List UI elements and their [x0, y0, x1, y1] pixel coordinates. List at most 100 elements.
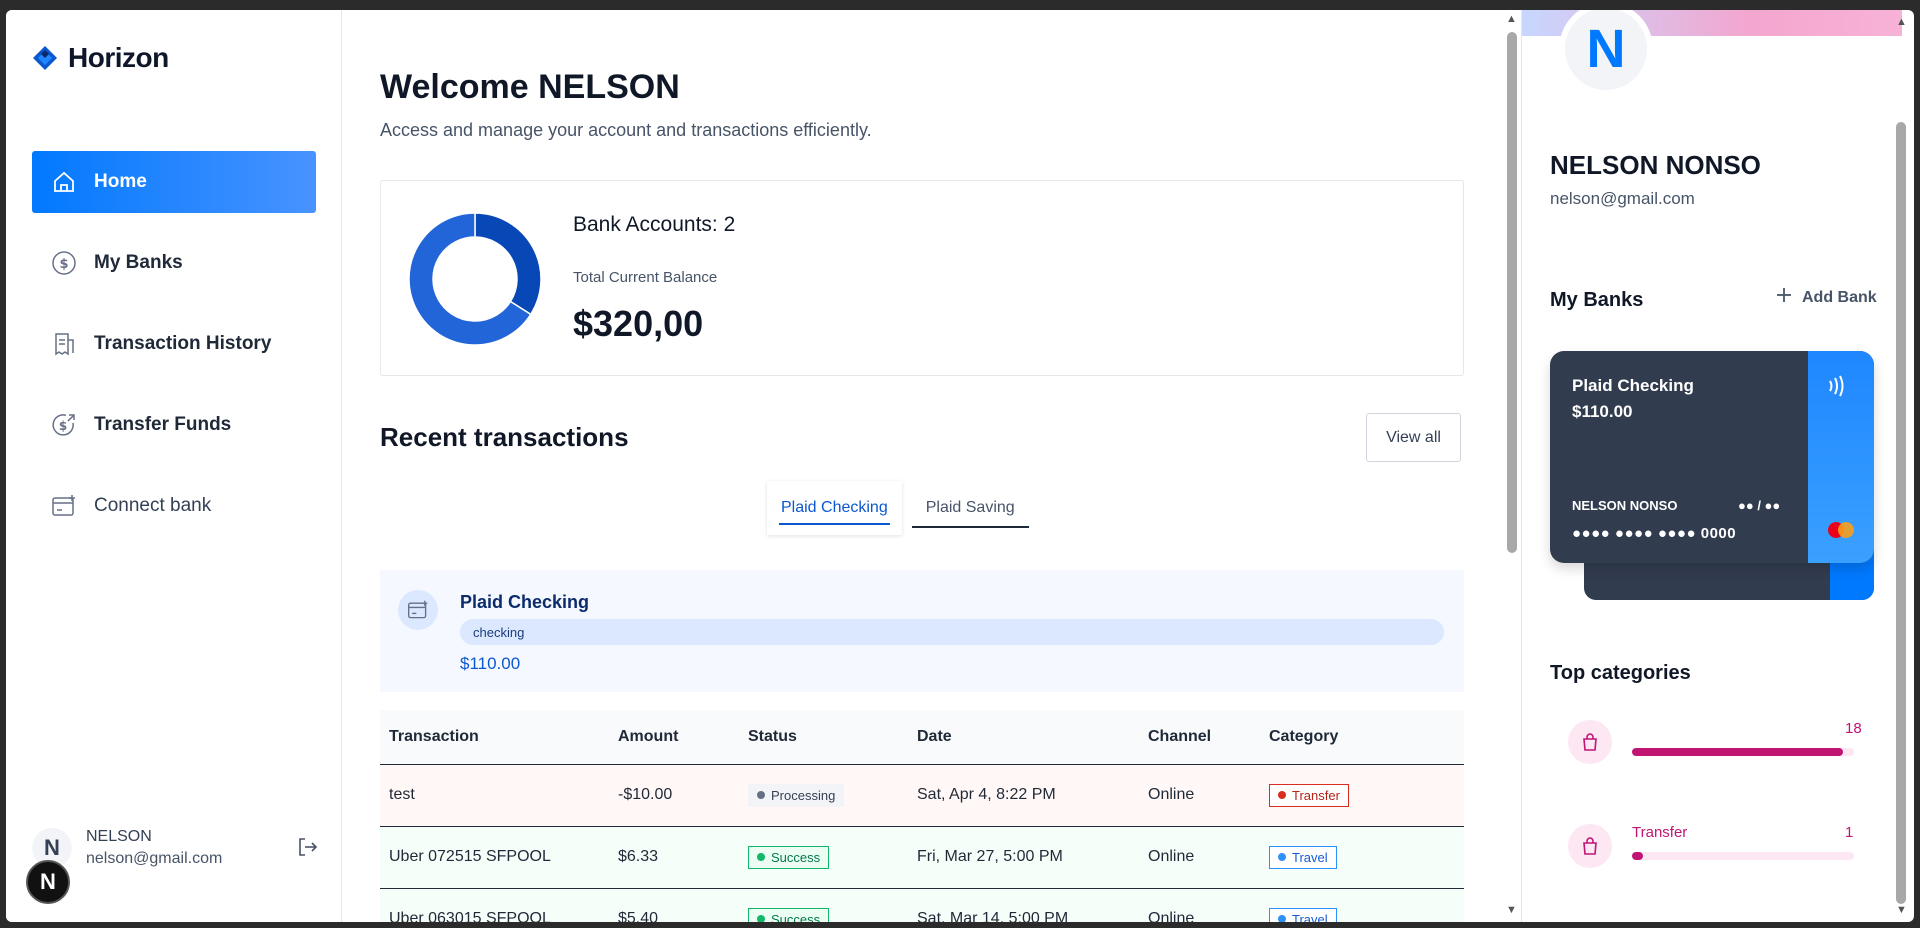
connect-bank-icon	[50, 492, 78, 520]
logo[interactable]: Horizon	[32, 42, 169, 74]
profile-name: NELSON NONSO	[1550, 150, 1761, 180]
total-balance-box: Bank Accounts: 2 Total Current Balance $…	[380, 180, 1464, 376]
scroll-up-arrow-icon[interactable]: ▲	[1506, 13, 1517, 25]
recent-transactions-title: Recent transactions	[380, 422, 629, 452]
category-label: Travel	[1292, 849, 1328, 865]
bank-accounts-count: Bank Accounts: 2	[573, 213, 736, 236]
category-dot-icon	[1278, 791, 1286, 799]
status-badge: Processing	[748, 783, 845, 807]
status-label: Success	[771, 911, 821, 923]
bank-account-balance: $110.00	[460, 654, 521, 673]
sidebar-item-label: Home	[94, 171, 147, 192]
receipt-icon	[50, 330, 78, 358]
transaction-channel: Online	[1139, 888, 1260, 922]
status-label: Processing	[771, 787, 836, 803]
right-scrollbar[interactable]	[1896, 122, 1906, 904]
sidebar-item-home[interactable]: Home	[32, 151, 316, 213]
user-email: nelson@gmail.com	[86, 850, 223, 867]
mastercard-icon	[1828, 522, 1854, 538]
transaction-channel: Online	[1139, 826, 1260, 889]
profile-avatar: N	[1559, 10, 1653, 96]
transactions-table: Transaction Amount Status Date Channel C…	[380, 710, 1464, 922]
status-badge: Success	[748, 907, 830, 923]
contactless-icon	[1829, 375, 1844, 397]
shopping-bag-icon	[1568, 824, 1612, 868]
sidebar-item-label: My Banks	[94, 252, 183, 273]
category-progress-fill	[1632, 852, 1644, 860]
sidebar-item-connect-bank[interactable]: Connect bank	[32, 475, 316, 537]
sidebar-item-my-banks[interactable]: $ My Banks	[32, 232, 316, 294]
add-bank-button[interactable]: Add Bank	[1776, 287, 1877, 308]
card-bank-name: Plaid Checking	[1572, 376, 1694, 395]
table-row[interactable]: test -$10.00 Processing Sat, Apr 4, 8:22…	[380, 764, 1464, 827]
tab-plaid-saving[interactable]: Plaid Saving	[911, 481, 1029, 535]
tab-plaid-checking[interactable]: Plaid Checking	[767, 481, 902, 535]
column-header: Category	[1260, 710, 1464, 765]
page-subtitle: Access and manage your account and trans…	[380, 120, 872, 140]
category-count: 18	[1845, 720, 1862, 737]
category-count: 1	[1845, 824, 1854, 841]
category-label: Travel	[1292, 911, 1328, 923]
sidebar-item-transfer-funds[interactable]: $ Transfer Funds	[32, 394, 316, 456]
status-cell: Success	[739, 888, 908, 922]
donut-segment	[474, 213, 541, 316]
transaction-amount: $6.33	[609, 826, 739, 889]
sidebar: Horizon Home $ My Banks Transaction Hist…	[6, 10, 342, 922]
category-badge: Travel	[1269, 845, 1337, 869]
home-icon	[50, 168, 78, 196]
top-categories-title: Top categories	[1550, 662, 1691, 684]
category-item[interactable]: Transfer 1	[1550, 824, 1880, 878]
sidebar-user: N NELSON nelson@gmail.com	[32, 828, 322, 868]
money-send-icon: $	[50, 411, 78, 439]
column-header: Status	[739, 710, 908, 765]
view-all-button[interactable]: View all	[1366, 413, 1461, 462]
status-dot-icon	[757, 915, 765, 922]
scroll-down-arrow-icon[interactable]: ▼	[1896, 904, 1907, 916]
card-holder: NELSON NONSO	[1572, 498, 1678, 513]
transaction-channel: Online	[1139, 764, 1260, 827]
main-scrollbar[interactable]	[1507, 32, 1517, 553]
app-window: Horizon Home $ My Banks Transaction Hist…	[6, 10, 1914, 922]
category-badge: Travel	[1269, 907, 1337, 923]
card-balance: $110.00	[1572, 402, 1633, 421]
floating-avatar-button[interactable]: N	[26, 860, 70, 904]
card-number: ●●●● ●●●● ●●●● 0000	[1572, 525, 1737, 542]
category-item[interactable]: 18	[1550, 720, 1880, 774]
right-sidebar: N NELSON NONSO nelson@gmail.com My Banks…	[1521, 10, 1914, 922]
transaction-date: Fri, Mar 27, 5:00 PM	[908, 826, 1139, 889]
scroll-up-arrow-icon[interactable]: ▲	[1896, 16, 1907, 28]
column-header: Channel	[1139, 710, 1260, 765]
my-banks-title: My Banks	[1550, 289, 1644, 311]
main-content: Welcome NELSON Access and manage your ac…	[343, 10, 1503, 922]
category-progress-fill	[1632, 748, 1843, 756]
category-dot-icon	[1278, 853, 1286, 861]
transaction-amount: $5.40	[609, 888, 739, 922]
transaction-date: Sat, Apr 4, 8:22 PM	[908, 764, 1139, 827]
status-cell: Processing	[739, 764, 908, 827]
horizon-logo-icon	[33, 46, 57, 70]
status-cell: Success	[739, 826, 908, 889]
category-cell: Transfer	[1260, 764, 1464, 827]
transaction-name: Uber 063015 SFPOOL	[380, 888, 609, 922]
total-balance-value: $320,00	[573, 303, 704, 344]
bank-card[interactable]: Plaid Checking $110.00 NELSON NONSO ●● /…	[1550, 351, 1874, 563]
table-header-row: Transaction Amount Status Date Channel C…	[380, 710, 1464, 765]
category-badge: Transfer	[1269, 783, 1349, 807]
sidebar-item-transaction-history[interactable]: Transaction History	[32, 313, 316, 375]
category-progress-track	[1632, 852, 1854, 860]
table-row[interactable]: Uber 063015 SFPOOL $5.40 Success Sat, Ma…	[380, 888, 1464, 922]
connect-bank-icon	[398, 590, 438, 630]
sidebar-item-label: Transfer Funds	[94, 414, 232, 435]
plus-icon	[1776, 287, 1792, 308]
sidebar-nav: Home $ My Banks Transaction History $ Tr…	[32, 151, 316, 556]
table-row[interactable]: Uber 072515 SFPOOL $6.33 Success Fri, Ma…	[380, 826, 1464, 889]
balance-donut-chart	[409, 213, 541, 345]
status-badge: Success	[748, 845, 830, 869]
scroll-down-arrow-icon[interactable]: ▼	[1506, 904, 1517, 916]
logout-icon[interactable]	[296, 836, 318, 863]
user-name: NELSON	[86, 828, 152, 845]
dollar-circle-icon: $	[50, 249, 78, 277]
add-bank-label: Add Bank	[1802, 288, 1877, 306]
column-header: Date	[908, 710, 1139, 765]
transaction-name: Uber 072515 SFPOOL	[380, 826, 609, 889]
